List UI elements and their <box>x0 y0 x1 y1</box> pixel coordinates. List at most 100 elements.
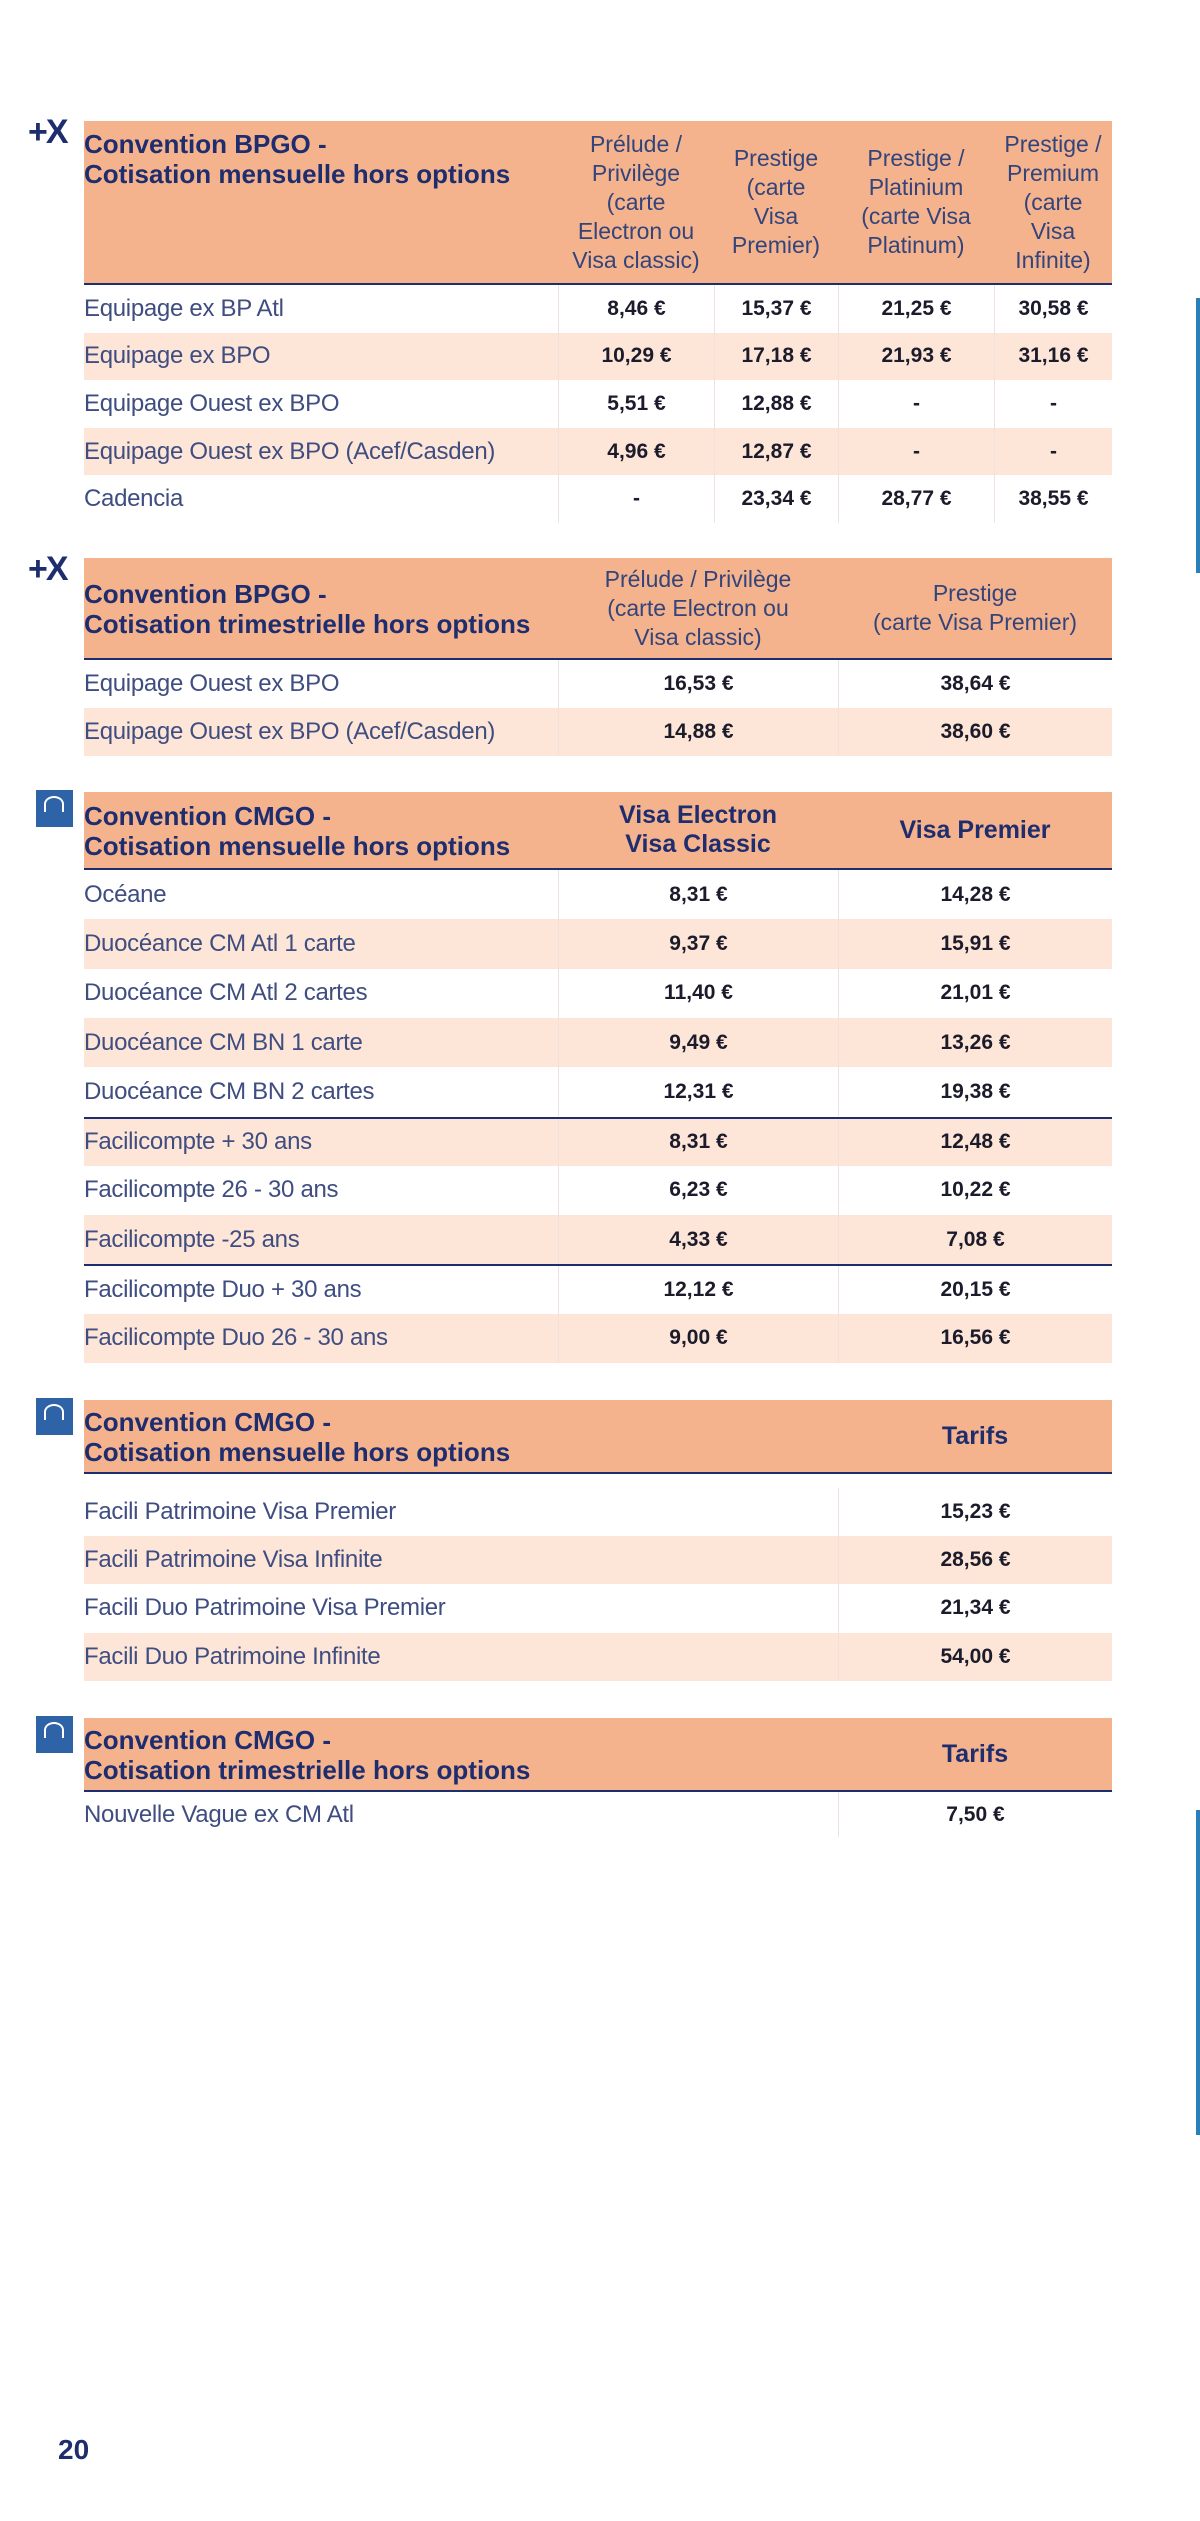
row-label: Facili Patrimoine Visa Premier <box>84 1498 396 1526</box>
table-header: Convention CMGO - Cotisation mensuelle ho… <box>84 1400 1112 1474</box>
logo-mark <box>44 1722 64 1738</box>
row-value: - <box>838 380 994 428</box>
table-row: Facilicompte 26 - 30 ans 6,23 €10,22 € <box>84 1165 1112 1216</box>
row-value: - <box>994 380 1112 428</box>
column-header-line: Visa <box>1030 217 1076 244</box>
table-row: Cadencia -23,34 €28,77 €38,55 € <box>84 475 1112 523</box>
row-label: Facilicompte Duo + 30 ans <box>84 1276 362 1304</box>
row-value: 15,37 € <box>714 285 838 333</box>
row-value: 6,23 € <box>558 1165 838 1216</box>
row-label: Facilicompte + 30 ans <box>84 1128 312 1156</box>
row-value: 12,12 € <box>558 1266 838 1314</box>
row-value: 21,01 € <box>838 968 1112 1018</box>
table-row: Facili Patrimoine Visa Premier 15,23 € <box>84 1488 1112 1537</box>
column-header-line: Premium <box>1006 159 1099 186</box>
row-value: 21,34 € <box>838 1584 1112 1633</box>
table-header: Convention CMGO - Cotisation trimestriell… <box>84 1718 1112 1792</box>
table-title: Convention CMGO - Cotisation trimestriell… <box>84 1725 838 1785</box>
column-header-line: Tarifs <box>941 1421 1009 1450</box>
table-header: Convention CMGO - Cotisation mensuelle ho… <box>84 792 1112 870</box>
icon: +X <box>28 113 69 151</box>
row-value: 15,91 € <box>838 919 1112 969</box>
column-header: Prestige (carte Visa Premier) <box>838 558 1112 658</box>
row-value: 12,87 € <box>714 427 838 476</box>
row-label: Facilicompte -25 ans <box>84 1225 300 1253</box>
row-value: 19,38 € <box>838 1067 1112 1117</box>
row-value: 9,00 € <box>558 1313 838 1363</box>
table-title: Convention CMGO - Cotisation mensuelle ho… <box>84 801 558 861</box>
column-header-line: Prestige <box>733 145 819 171</box>
row-label: Duocéance CM Atl 2 cartes <box>84 979 368 1007</box>
column-header: Prestige / Premium (carte Visa Infinite) <box>994 121 1112 283</box>
row-label: Duocéance CM BN 1 carte <box>84 1028 363 1056</box>
row-value: 7,50 € <box>838 1792 1112 1837</box>
column-header: Prestige / Platinium (carte Visa Platinum) <box>838 121 994 283</box>
row-value: 4,96 € <box>558 427 714 476</box>
column-header-line: Visa Classic <box>625 830 771 858</box>
title-line: Cotisation trimestrielle hors options <box>84 609 531 639</box>
row-label: Facili Duo Patrimoine Visa Premier <box>84 1594 446 1622</box>
column-header-line: Prestige <box>932 580 1018 606</box>
row-label: Duocéance CM Atl 1 carte <box>84 929 356 957</box>
table-row: Facilicompte Duo 26 - 30 ans 9,00 €16,56 … <box>84 1313 1112 1363</box>
column-header-line: (carte Visa Premier) <box>872 609 1078 635</box>
side-bar <box>1196 1810 1200 2135</box>
column-header-line: Infinite) <box>1015 246 1091 273</box>
table-title: Convention CMGO - Cotisation mensuelle ho… <box>84 1407 838 1467</box>
column-header: Prélude / Privilège (carte Electron ou Visa … <box>558 121 714 283</box>
logo <box>36 790 73 827</box>
row-value: 38,60 € <box>838 708 1112 756</box>
row-label: Facilicompte Duo 26 - 30 ans <box>84 1324 388 1352</box>
row-value: 38,55 € <box>994 475 1112 523</box>
row-value: 21,25 € <box>838 285 994 333</box>
table-row: Equipage Ouest ex BPO (Acef/Casden) 14,88… <box>84 708 1112 756</box>
row-value: 16,56 € <box>838 1313 1112 1363</box>
row-value: 16,53 € <box>558 660 838 708</box>
column-header-line: Prélude / <box>589 130 683 157</box>
row-value: 9,49 € <box>558 1017 838 1068</box>
table-row: Facilicompte + 30 ans 8,31 €12,48 € <box>84 1116 1112 1166</box>
table-row: Equipage Ouest ex BPO (Acef/Casden) 4,96 … <box>84 427 1112 476</box>
table-row: Facili Duo Patrimoine Infinite 54,00 € <box>84 1632 1112 1681</box>
row-value: 4,33 € <box>558 1215 838 1265</box>
row-label: Equipage ex BP Atl <box>84 294 284 322</box>
title-line: Cotisation mensuelle hors options <box>84 159 511 189</box>
row-value: 21,93 € <box>838 332 994 381</box>
row-value: 54,00 € <box>838 1632 1112 1681</box>
row-label: Cadencia <box>84 485 184 513</box>
column-header-line: (carte <box>1023 188 1083 215</box>
logo-mark <box>44 796 64 812</box>
row-value: 28,77 € <box>838 475 994 523</box>
table-row: Equipage Ouest ex BPO 16,53 €38,64 € <box>84 660 1112 708</box>
side-bar <box>1196 298 1200 573</box>
row-value: 14,88 € <box>558 708 838 756</box>
title-line: Cotisation mensuelle hors options <box>84 831 511 861</box>
logo <box>36 1716 73 1753</box>
table-row: Facilicompte -25 ans 4,33 €7,08 € <box>84 1215 1112 1265</box>
row-value: 12,88 € <box>714 380 838 428</box>
row-label: Océane <box>84 880 167 908</box>
row-value: 15,23 € <box>838 1488 1112 1537</box>
row-label: Equipage Ouest ex BPO (Acef/Casden) <box>84 437 496 465</box>
table-title: Convention BPGO - Cotisation mensuelle ho… <box>84 129 558 189</box>
title-line: Convention CMGO - <box>84 1407 331 1437</box>
row-value: 38,64 € <box>838 660 1112 708</box>
table-row: Nouvelle Vague ex CM Atl 7,50 € <box>84 1792 1112 1837</box>
column-header-line: Tarifs <box>941 1739 1009 1768</box>
row-value: 23,34 € <box>714 475 838 523</box>
title-line: Cotisation trimestrielle hors options <box>84 1755 531 1785</box>
table-row: Duocéance CM Atl 1 carte 9,37 €15,91 € <box>84 919 1112 969</box>
table-row: Océane 8,31 €14,28 € <box>84 870 1112 920</box>
column-header-line: (carte Electron ou <box>607 594 789 621</box>
row-value: 7,08 € <box>838 1215 1112 1265</box>
row-value: - <box>558 475 714 523</box>
column-header: Visa Electron Visa Classic <box>558 792 838 868</box>
row-value: 12,31 € <box>558 1067 838 1117</box>
row-label: Duocéance CM BN 2 cartes <box>84 1077 375 1105</box>
row-value: 10,22 € <box>838 1165 1112 1216</box>
column-header-line: Visa Electron <box>619 801 777 829</box>
table-row: Duocéance CM Atl 2 cartes 11,40 €21,01 € <box>84 968 1112 1018</box>
table-row: Facilicompte Duo + 30 ans 12,12 €20,15 € <box>84 1264 1112 1314</box>
column-header-line: Electron ou <box>577 217 695 244</box>
